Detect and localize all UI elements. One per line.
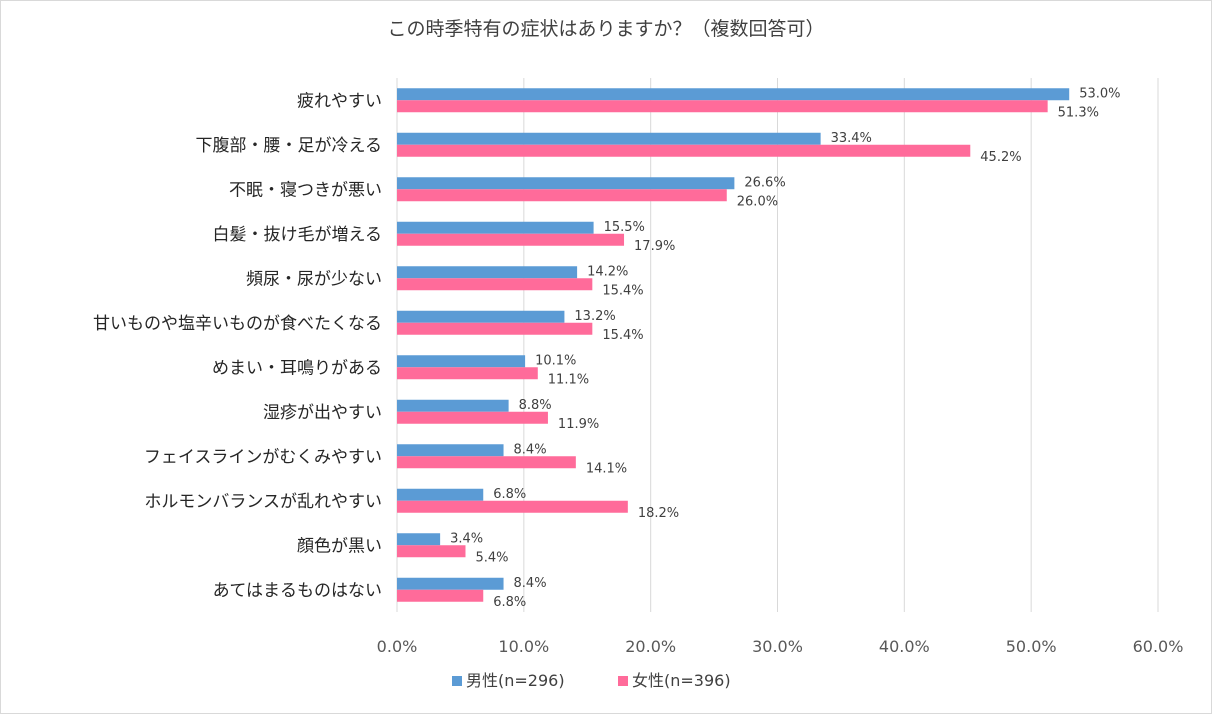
category-label: フェイスラインがむくみやすい xyxy=(144,447,382,467)
legend-label-female: 女性(n=396) xyxy=(632,671,731,690)
bar-female xyxy=(397,500,628,513)
x-tick-label: 20.0% xyxy=(625,637,676,656)
legend: 男性(n=296) 女性(n=396) xyxy=(452,671,731,690)
bar-male xyxy=(397,88,1070,101)
category-label: 湿疹が出やすい xyxy=(263,403,382,423)
bar-male xyxy=(397,221,594,234)
grid-layer xyxy=(396,78,1159,612)
data-label: 33.4% xyxy=(831,131,872,146)
bar-female xyxy=(397,545,466,558)
category-label: あてはまるものはない xyxy=(213,581,382,601)
x-tick-label: 50.0% xyxy=(1006,637,1057,656)
bar-male xyxy=(397,132,821,145)
data-label: 8.4% xyxy=(514,576,547,591)
bar-male xyxy=(397,355,526,368)
chart-title: この時季特有の症状はありますか？（複数回答可） xyxy=(387,18,825,40)
data-label: 6.8% xyxy=(493,595,526,610)
x-tick-label: 0.0% xyxy=(377,637,418,656)
bar-male xyxy=(397,533,441,546)
data-label: 6.8% xyxy=(493,487,526,502)
bar-male xyxy=(397,577,504,590)
label-layer: 0.0% 10.0% 20.0% 30.0% 40.0% 50.0% 60.0% 疲れやすい 5… xyxy=(93,86,1183,656)
bar-male xyxy=(397,488,484,501)
data-label: 18.2% xyxy=(638,506,679,521)
legend-label-male: 男性(n=296) xyxy=(466,671,565,690)
data-label: 53.0% xyxy=(1079,86,1120,101)
bar-female xyxy=(397,322,593,335)
category-label: 顔色が黒い xyxy=(297,536,382,556)
category-label: 甘いものや塩辛いものが食べたくなる xyxy=(93,314,382,334)
data-label: 14.2% xyxy=(587,264,628,279)
bar-male xyxy=(397,399,509,412)
data-label: 14.1% xyxy=(586,461,627,476)
x-tick-label: 30.0% xyxy=(752,637,803,656)
category-label: 頻尿・尿が少ない xyxy=(246,269,382,289)
data-label: 3.4% xyxy=(450,531,483,546)
data-label: 13.2% xyxy=(574,309,615,324)
data-label: 15.4% xyxy=(602,328,643,343)
x-tick-label: 40.0% xyxy=(879,637,930,656)
bar-female xyxy=(397,411,548,424)
x-tick-label: 60.0% xyxy=(1133,637,1184,656)
category-label: めまい・耳鳴りがある xyxy=(212,358,382,378)
data-label: 11.9% xyxy=(558,417,599,432)
bar-layer xyxy=(397,88,1070,602)
bar-female xyxy=(397,189,727,202)
bar-male xyxy=(397,310,565,323)
bar-female xyxy=(397,367,538,380)
bar-male xyxy=(397,177,735,190)
x-tick-label: 10.0% xyxy=(498,637,549,656)
bar-male xyxy=(397,444,504,457)
data-label: 15.4% xyxy=(602,283,643,298)
category-label: 疲れやすい xyxy=(297,91,382,111)
bar-female xyxy=(397,100,1048,113)
category-label: 白髪・抜け毛が増える xyxy=(213,225,383,245)
legend-swatch-female xyxy=(618,676,628,686)
bar-female xyxy=(397,144,971,157)
bar-female xyxy=(397,233,625,246)
data-label: 17.9% xyxy=(634,239,675,254)
data-label: 26.0% xyxy=(737,194,778,209)
data-label: 45.2% xyxy=(980,150,1021,165)
bar-female xyxy=(397,456,576,469)
data-label: 26.6% xyxy=(744,175,785,190)
bar-male xyxy=(397,266,578,279)
legend-swatch-male xyxy=(452,676,462,686)
data-label: 11.1% xyxy=(548,372,589,387)
data-label: 51.3% xyxy=(1058,105,1099,120)
data-label: 10.1% xyxy=(535,353,576,368)
bar-female xyxy=(397,589,484,602)
data-label: 8.8% xyxy=(519,398,552,413)
data-label: 8.4% xyxy=(514,442,547,457)
bar-female xyxy=(397,278,593,291)
data-label: 15.5% xyxy=(604,220,645,235)
category-label: 不眠・寝つきが悪い xyxy=(229,179,382,200)
category-label: 下腹部・腰・足が冷える xyxy=(196,136,383,156)
data-label: 5.4% xyxy=(475,550,508,565)
category-label: ホルモンバランスが乱れやすい xyxy=(144,492,382,512)
